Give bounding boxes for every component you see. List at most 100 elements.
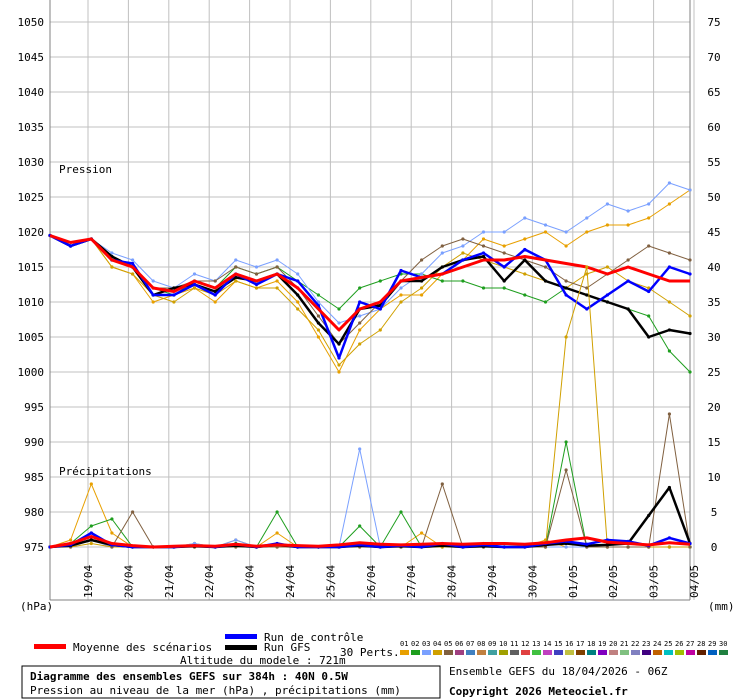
pert-swatch <box>521 650 530 655</box>
pressure-point <box>316 328 320 332</box>
pressure-point <box>502 265 506 269</box>
pert-number: 24 <box>653 640 661 648</box>
x-tick-label: 29/04 <box>486 565 499 598</box>
pressure-point <box>234 279 238 283</box>
pressure-point <box>647 244 651 248</box>
pressure-point <box>688 272 692 276</box>
ensemble-label: Ensemble GEFS du 18/04/2026 - 06Z <box>449 665 668 678</box>
right-tick-label: 75 <box>707 16 720 29</box>
pressure-point <box>461 251 465 255</box>
pressure-point <box>585 216 589 220</box>
pressure-point <box>605 293 610 297</box>
pert-number: 30 <box>719 640 727 648</box>
pressure-point <box>564 279 568 283</box>
pressure-point <box>131 272 135 276</box>
left-tick-label: 975 <box>24 541 44 554</box>
legend-control-swatch <box>225 634 257 639</box>
precip-point <box>399 510 403 514</box>
altitude-label: Altitude du modele : 721m <box>180 654 346 667</box>
pert-swatch <box>488 650 497 655</box>
pert-number: 06 <box>455 640 463 648</box>
pert-number: 11 <box>510 640 518 648</box>
pressure-point <box>131 261 135 266</box>
pressure-point <box>667 251 672 255</box>
right-tick-label: 40 <box>707 261 720 274</box>
pressure-point <box>275 258 279 262</box>
pert-swatch <box>620 650 629 655</box>
perturbation-legend: 01 02 03 04 05 06 07 08 09 10 11 12 13 14 15 16 17 18 19 20… <box>400 640 728 655</box>
right-tick-label: 15 <box>707 436 720 449</box>
pert-swatch <box>587 650 596 655</box>
right-tick-label: 70 <box>707 51 720 64</box>
left-tick-label: 1035 <box>18 121 45 134</box>
pressure-point <box>481 244 486 248</box>
pert-number: 27 <box>686 640 694 648</box>
right-tick-label: 65 <box>707 86 720 99</box>
pressure-point <box>296 293 300 297</box>
left-tick-label: 1025 <box>18 191 45 204</box>
right-tick-label: 55 <box>707 156 720 169</box>
right-tick-label: 35 <box>707 296 720 309</box>
pressure-point <box>481 251 486 255</box>
right-tick-label: 30 <box>707 331 720 344</box>
pert-swatch <box>554 650 563 655</box>
pressure-point <box>461 279 465 283</box>
pressure-point <box>481 254 486 259</box>
pert-swatch <box>598 650 607 655</box>
pressure-point <box>172 300 176 304</box>
pressure-point <box>254 265 259 269</box>
pert-swatch <box>697 650 706 655</box>
pressure-point <box>502 251 506 255</box>
pressure-point <box>254 286 259 290</box>
pressure-point <box>234 265 238 269</box>
pert-number: 14 <box>543 640 551 648</box>
pert-number: 17 <box>576 640 584 648</box>
precip-point <box>688 545 692 549</box>
pressure-point <box>605 265 610 269</box>
pressure-point <box>192 282 197 287</box>
x-tick-label: 21/04 <box>163 565 176 598</box>
pressure-point <box>358 314 362 318</box>
pert-number: 07 <box>466 640 474 648</box>
left-tick-label: 1040 <box>18 86 45 99</box>
pert-swatch <box>444 650 453 655</box>
x-tick-label: 02/05 <box>607 565 620 598</box>
pressure-point <box>626 279 630 283</box>
pert-swatch <box>510 650 519 655</box>
pressure-point <box>440 265 444 269</box>
precip-point <box>89 538 93 542</box>
pressure-point <box>275 265 279 269</box>
pressure-point <box>502 244 506 248</box>
x-tick-label: 27/04 <box>405 565 418 598</box>
pressure-point <box>316 321 320 325</box>
legend-mean-label: Moyenne des scénarios <box>73 641 212 654</box>
pert-swatch <box>675 650 684 655</box>
pert-swatch <box>686 650 695 655</box>
pressure-series <box>48 181 692 374</box>
pert-number: 13 <box>532 640 540 648</box>
pressure-point <box>667 202 672 206</box>
x-tick-label: 26/04 <box>365 565 378 598</box>
precip-point <box>523 545 527 549</box>
pressure-point <box>688 314 692 318</box>
pert-number: 22 <box>631 640 639 648</box>
x-tick-label: 23/04 <box>244 565 257 598</box>
pressure-point <box>316 293 320 297</box>
pressure-point <box>110 265 114 269</box>
pressure-point <box>647 335 651 339</box>
right-tick-label: 25 <box>707 366 720 379</box>
pressure-point <box>337 342 341 346</box>
pert-swatch <box>642 650 651 655</box>
axes <box>49 0 691 601</box>
legend-perts-label: 30 Perts. <box>340 646 400 659</box>
pressure-point <box>523 258 527 262</box>
pressure-point <box>647 289 651 294</box>
precip-point <box>110 531 114 535</box>
pert-swatch <box>609 650 618 655</box>
pressure-point <box>172 293 176 297</box>
pressure-point <box>213 300 217 304</box>
pert-number: 25 <box>664 640 672 648</box>
precip-point <box>89 541 93 546</box>
legend-mean-swatch <box>34 644 66 649</box>
pressure-point <box>564 293 568 297</box>
